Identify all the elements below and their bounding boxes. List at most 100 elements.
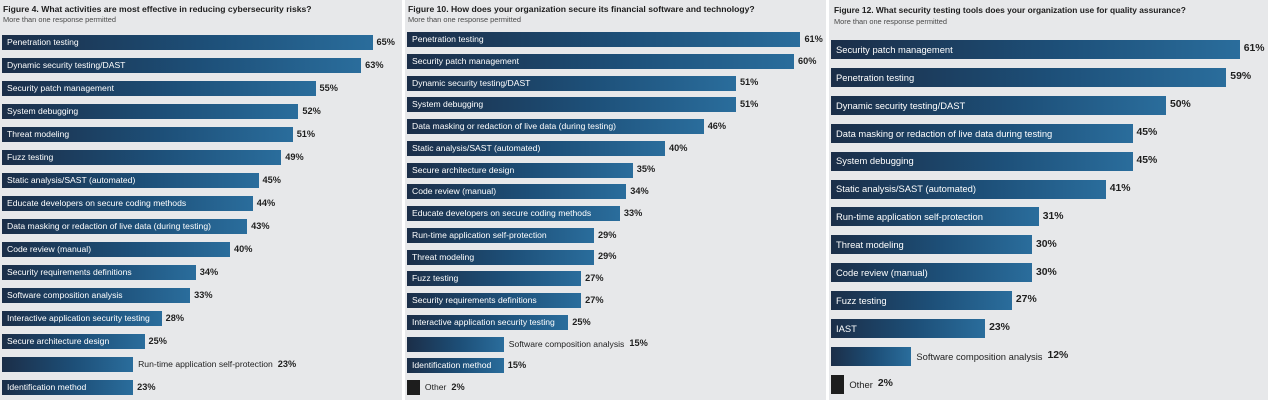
- bar-value-label: 31%: [1042, 210, 1064, 222]
- bar: [831, 346, 912, 366]
- bar-value-label: 51%: [296, 128, 316, 139]
- bar-label: Code review (manual): [7, 244, 92, 255]
- bar-value-label: 40%: [234, 243, 253, 254]
- bar-value-label: 50%: [1170, 99, 1191, 111]
- bar-label: Fuzz testing: [836, 294, 887, 306]
- bar: [2, 81, 316, 96]
- bar-label: Security patch management: [412, 55, 520, 66]
- bar: [407, 97, 736, 113]
- bar-value-label: 40%: [669, 142, 688, 153]
- figure-4-panel: Figure 4. What activities are most effec…: [0, 0, 402, 400]
- bar-label: Security requirements definitions: [412, 295, 537, 306]
- bar-label: Data masking or redaction of live data (…: [412, 121, 616, 132]
- figure-12-subtitle: More than one response permitted: [834, 17, 947, 26]
- bar: [2, 288, 191, 303]
- bar: [2, 150, 282, 165]
- bar: [831, 374, 845, 394]
- bar-value-label: 28%: [165, 312, 184, 323]
- bar-label: System debugging: [7, 106, 79, 117]
- bar-label: Software composition analysis: [7, 290, 123, 301]
- bar: [831, 235, 1032, 255]
- bar-label: Dynamic security testing/DAST: [7, 60, 126, 71]
- bar-value-label: 15%: [507, 360, 527, 371]
- bar-value-label: 43%: [251, 220, 270, 231]
- bar-label: Threat modeling: [412, 251, 475, 262]
- bar: [407, 162, 633, 178]
- bar-label: Penetration testing: [412, 34, 484, 45]
- bar-value-label: 27%: [585, 294, 604, 305]
- bar: [831, 207, 1039, 227]
- bar: [831, 319, 986, 338]
- bar-value-label: 51%: [739, 99, 759, 110]
- bar-value-label: 45%: [262, 174, 281, 185]
- bar-value-label: 27%: [585, 273, 604, 284]
- bar-value-label: 33%: [623, 207, 643, 218]
- bar: [831, 95, 1166, 115]
- bar: [2, 104, 299, 119]
- bar-label: Identification method: [7, 382, 87, 393]
- bar-label: Software composition analysis: [916, 350, 1043, 362]
- bar: [831, 263, 1032, 283]
- bar: [407, 314, 569, 330]
- bar-label: Security patch management: [7, 83, 115, 94]
- bar-label: Other: [849, 378, 873, 390]
- bar: [407, 206, 620, 221]
- bar-label: Static analysis/SAST (automated): [7, 175, 136, 186]
- bar-value-label: 23%: [277, 358, 297, 369]
- bar-value-label: 30%: [1036, 266, 1057, 278]
- bar: [407, 227, 595, 243]
- bar-label: Secure architecture design: [7, 336, 110, 347]
- bar-value-label: 65%: [376, 36, 395, 47]
- bar-value-label: 29%: [598, 251, 617, 262]
- bar-label: Code review (manual): [836, 267, 928, 278]
- bar: [407, 380, 420, 395]
- bar-label: Threat modeling: [7, 129, 70, 140]
- bar: [2, 35, 373, 50]
- bar: [831, 123, 1133, 143]
- bar: [407, 293, 582, 308]
- bar-label: IAST: [836, 322, 857, 334]
- bar-value-label: 34%: [630, 186, 649, 197]
- bar: [831, 67, 1227, 87]
- bar: [831, 151, 1133, 171]
- bar-value-label: 52%: [302, 105, 321, 116]
- bar-value-label: 2%: [451, 381, 465, 392]
- bar-label: Dynamic security testing/DAST: [412, 77, 531, 88]
- bar-label: Software composition analysis: [508, 338, 625, 349]
- bar: [407, 249, 595, 265]
- bar: [831, 291, 1012, 311]
- bar-value-label: 59%: [1230, 71, 1252, 83]
- bar: [2, 196, 253, 211]
- figure-12-panel: Figure 12. What security testing tools d…: [829, 0, 1268, 400]
- bar: [831, 179, 1106, 199]
- bar-value-label: 35%: [636, 164, 656, 175]
- bar: [407, 271, 582, 287]
- bar-label: Educate developers on secure coding meth…: [412, 208, 592, 219]
- bar: [2, 219, 248, 234]
- bar: [407, 140, 665, 156]
- bar-label: Dynamic security testing/DAST: [836, 99, 966, 111]
- bar: [2, 265, 196, 280]
- figure-4-title: Figure 4. What activities are most effec…: [3, 4, 312, 14]
- bar-label: Educate developers on secure coding meth…: [7, 198, 187, 209]
- bar-label: Security requirements definitions: [7, 267, 132, 278]
- bar-value-label: 27%: [1015, 294, 1037, 306]
- bar-label: Security patch management: [836, 43, 953, 55]
- bar-label: Secure architecture design: [412, 164, 515, 175]
- bar-value-label: 23%: [989, 322, 1010, 334]
- bar-label: Run-time application self-protection: [138, 359, 273, 370]
- bar: [407, 75, 736, 91]
- bar: [2, 58, 362, 73]
- bar-label: System debugging: [836, 155, 914, 167]
- bar-value-label: 25%: [148, 335, 167, 346]
- bar-value-label: 23%: [137, 381, 156, 392]
- bar: [831, 40, 1240, 59]
- bar-label: Identification method: [412, 360, 492, 371]
- bar-label: Static analysis/SAST (automated): [412, 142, 541, 153]
- bar-value-label: 55%: [319, 82, 338, 93]
- bar-label: Data masking or redaction of live data (…: [7, 221, 211, 232]
- bar-value-label: 12%: [1047, 350, 1069, 362]
- bar: [407, 358, 504, 374]
- bar-value-label: 61%: [804, 33, 823, 44]
- bar-value-label: 60%: [798, 55, 817, 66]
